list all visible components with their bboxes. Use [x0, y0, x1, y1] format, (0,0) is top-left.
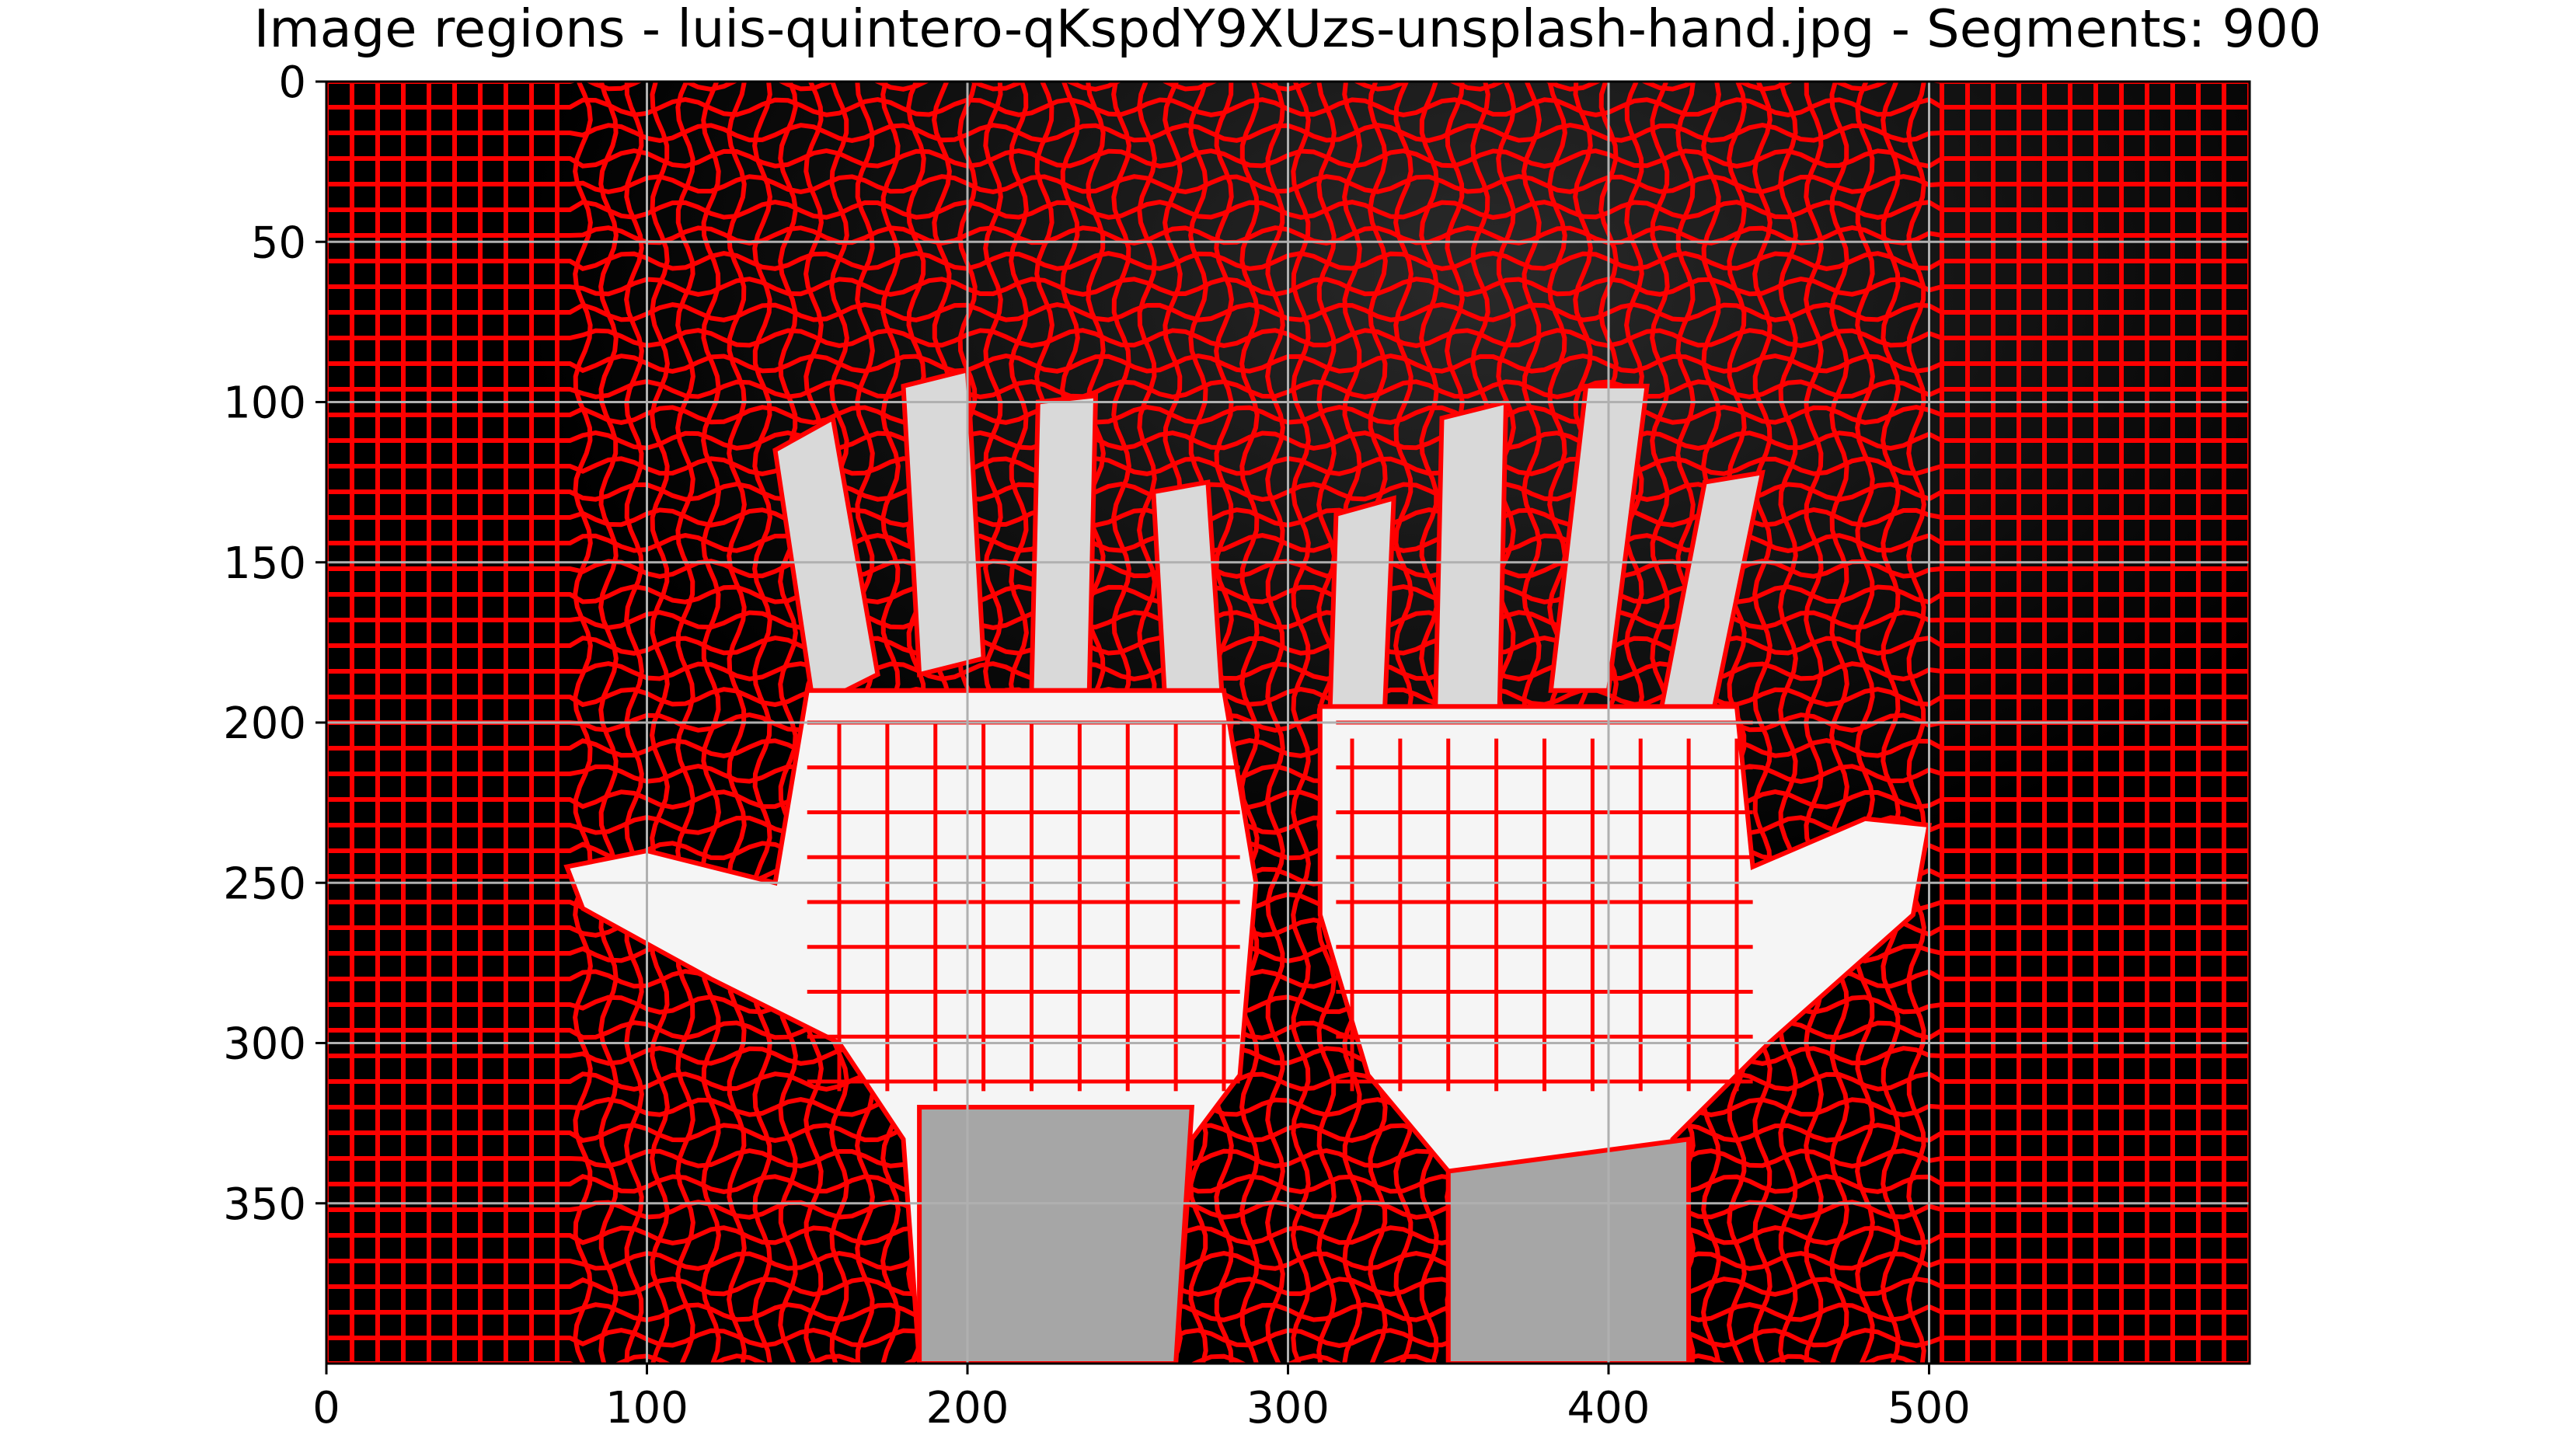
y-tick-label: 100 — [223, 378, 306, 429]
right-wrist-region — [1445, 1136, 1692, 1364]
finger-region — [1327, 495, 1396, 725]
y-tick-label: 250 — [223, 859, 306, 909]
y-tick-label: 350 — [223, 1179, 306, 1230]
finger-region — [1029, 392, 1099, 693]
x-axis: 0 100 200 300 400 500 — [312, 1364, 1971, 1433]
hand-regions — [563, 367, 1933, 1364]
x-tick-label: 300 — [1246, 1383, 1330, 1433]
x-tick-label: 100 — [605, 1383, 688, 1433]
y-axis: 0 50 100 150 200 250 300 350 — [223, 57, 326, 1230]
y-tick-label: 50 — [251, 218, 306, 268]
y-tick-label: 150 — [223, 538, 306, 589]
x-tick-label: 200 — [926, 1383, 1009, 1433]
x-tick-label: 500 — [1888, 1383, 1971, 1433]
x-tick-label: 0 — [312, 1383, 340, 1433]
finger-region — [901, 367, 986, 677]
y-tick-label: 0 — [278, 57, 306, 108]
finger-region — [1433, 399, 1509, 709]
image-plot — [326, 82, 2250, 1364]
y-tick-label: 300 — [223, 1019, 306, 1070]
x-tick-label: 400 — [1567, 1383, 1651, 1433]
left-wrist-region — [917, 1105, 1194, 1364]
chart-title: Image regions - luis-quintero-qKspdY9XUz… — [254, 0, 2322, 59]
gridlines — [326, 82, 2250, 1364]
y-tick-label: 200 — [223, 698, 306, 749]
